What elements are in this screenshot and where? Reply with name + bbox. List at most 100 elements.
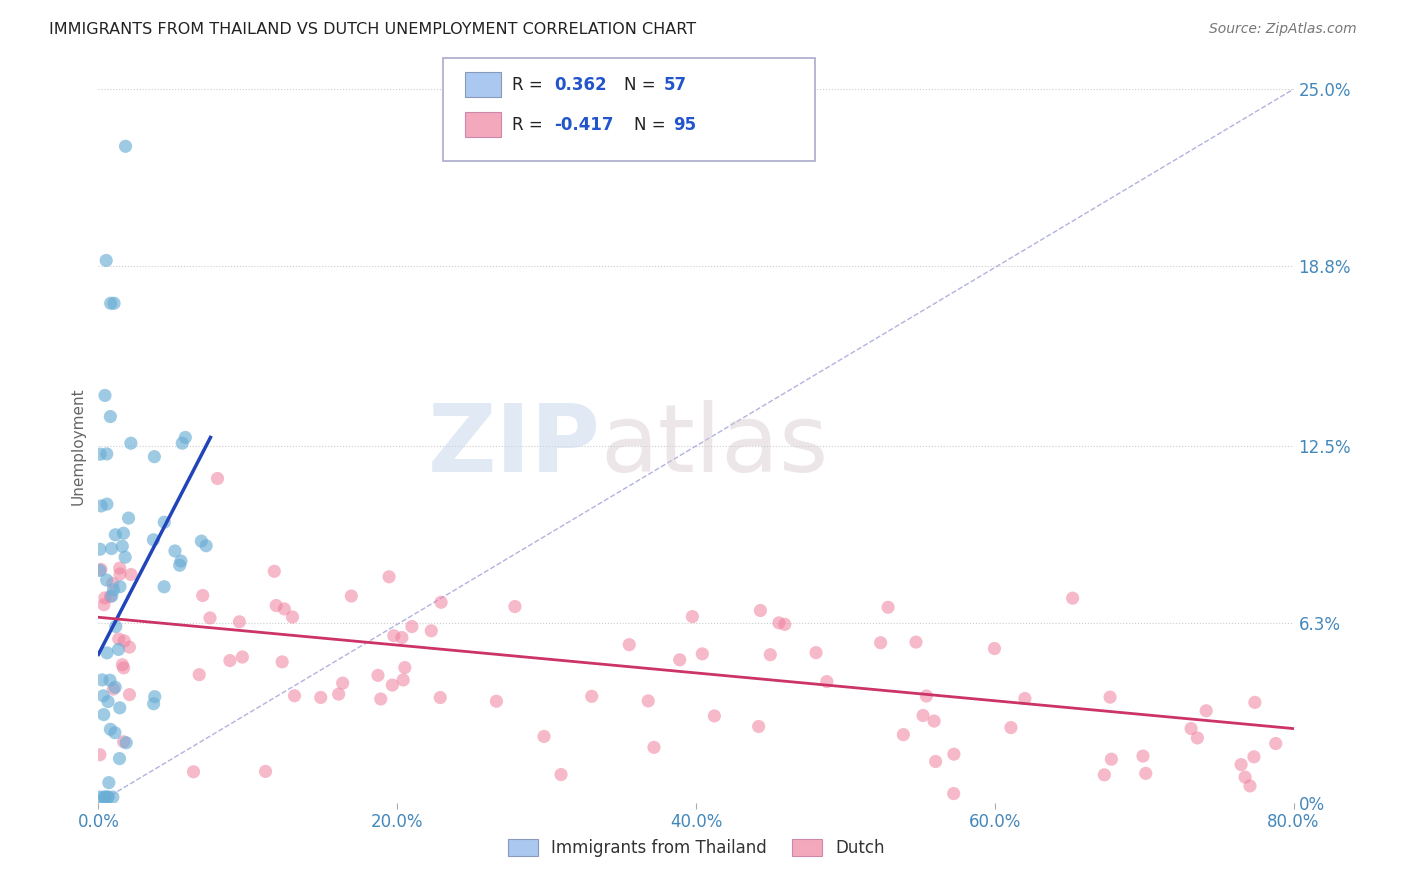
Point xyxy=(89,447,111,461)
Point xyxy=(112,661,135,675)
Point xyxy=(381,678,404,692)
Point xyxy=(93,707,115,722)
Point xyxy=(263,564,285,578)
Point xyxy=(332,676,354,690)
Point xyxy=(91,689,114,703)
Point xyxy=(768,615,790,630)
Text: N =: N = xyxy=(634,116,671,134)
Point xyxy=(90,499,112,513)
Text: N =: N = xyxy=(624,76,661,94)
Point xyxy=(114,550,136,565)
Point xyxy=(172,436,194,450)
Point xyxy=(1195,704,1218,718)
Point xyxy=(93,598,115,612)
Point xyxy=(420,624,443,638)
Point xyxy=(107,632,129,646)
Point xyxy=(100,589,122,603)
Point xyxy=(114,139,136,153)
Point xyxy=(104,680,127,694)
Point xyxy=(430,595,453,609)
Point xyxy=(382,629,405,643)
Point xyxy=(904,635,927,649)
Point xyxy=(1000,721,1022,735)
Point xyxy=(429,690,451,705)
Point xyxy=(749,603,772,617)
Point xyxy=(759,648,782,662)
Text: R =: R = xyxy=(512,116,548,134)
Point xyxy=(281,610,304,624)
Text: R =: R = xyxy=(512,76,548,94)
Point xyxy=(153,515,176,529)
Point xyxy=(370,692,392,706)
Point xyxy=(94,790,117,805)
Point xyxy=(1062,591,1084,606)
Point xyxy=(112,634,135,648)
Point xyxy=(254,764,277,779)
Point xyxy=(89,790,111,805)
Point xyxy=(108,561,131,575)
Point xyxy=(117,511,139,525)
Point xyxy=(1244,695,1267,709)
Point xyxy=(98,673,121,688)
Point xyxy=(581,690,603,704)
Point xyxy=(104,619,127,633)
Point xyxy=(163,544,186,558)
Point xyxy=(103,582,125,597)
Point xyxy=(118,688,141,702)
Text: 57: 57 xyxy=(664,76,686,94)
Point xyxy=(107,642,129,657)
Point xyxy=(1132,749,1154,764)
Point xyxy=(391,631,413,645)
Point xyxy=(142,533,165,547)
Point xyxy=(89,542,111,557)
Legend: Immigrants from Thailand, Dutch: Immigrants from Thailand, Dutch xyxy=(499,831,893,866)
Point xyxy=(773,617,796,632)
Point xyxy=(108,580,131,594)
Point xyxy=(100,541,122,556)
Point xyxy=(108,701,131,715)
Point xyxy=(97,694,120,708)
Point xyxy=(401,619,423,633)
Point xyxy=(198,611,221,625)
Point xyxy=(1099,752,1122,766)
Point xyxy=(869,636,891,650)
Point xyxy=(228,615,250,629)
Point xyxy=(118,640,141,655)
Point xyxy=(942,787,965,801)
Point xyxy=(143,450,166,464)
Point xyxy=(104,725,127,739)
Point xyxy=(103,681,125,696)
Point xyxy=(485,694,508,708)
Point xyxy=(922,714,945,728)
Point xyxy=(101,576,124,591)
Point xyxy=(748,719,770,733)
Point xyxy=(207,471,229,485)
Point xyxy=(190,534,212,549)
Point xyxy=(111,657,134,672)
Point xyxy=(90,562,112,576)
Point xyxy=(692,647,714,661)
Point xyxy=(912,708,935,723)
Point xyxy=(643,740,665,755)
Text: IMMIGRANTS FROM THAILAND VS DUTCH UNEMPLOYMENT CORRELATION CHART: IMMIGRANTS FROM THAILAND VS DUTCH UNEMPL… xyxy=(49,22,696,37)
Point xyxy=(94,591,117,605)
Point xyxy=(619,638,641,652)
Point xyxy=(97,775,120,789)
Point xyxy=(89,747,111,762)
Point xyxy=(533,730,555,744)
Point xyxy=(96,790,118,805)
Point xyxy=(1099,690,1122,705)
Point xyxy=(120,567,142,582)
Point xyxy=(1187,731,1209,745)
Point xyxy=(503,599,526,614)
Point xyxy=(983,641,1005,656)
Point xyxy=(103,296,125,310)
Point xyxy=(108,566,131,581)
Point xyxy=(219,654,242,668)
Point xyxy=(111,539,134,553)
Point xyxy=(108,751,131,765)
Point xyxy=(681,609,703,624)
Point xyxy=(893,728,915,742)
Point xyxy=(1135,766,1157,780)
Point xyxy=(93,790,115,805)
